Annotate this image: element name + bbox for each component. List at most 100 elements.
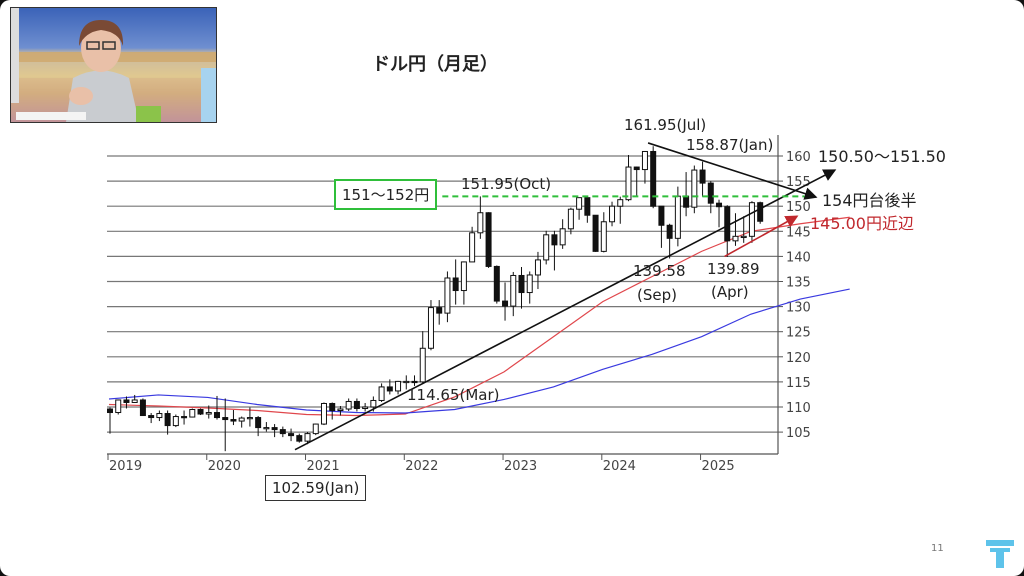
candle-up (732, 235, 739, 242)
candle-down (230, 419, 237, 422)
annotation-low-jan-box: 102.59(Jan) (265, 475, 367, 501)
candle-down (502, 300, 509, 307)
x-tick-label: 2019 (109, 459, 142, 474)
candle-up (543, 234, 550, 261)
candle-down (518, 274, 525, 294)
y-tick-label: 150 (786, 200, 811, 215)
candle-down (107, 408, 113, 414)
long-ma-line (108, 288, 850, 414)
page-number: 11 (931, 543, 944, 554)
candle-down (493, 265, 500, 302)
candle-down (436, 307, 443, 314)
brand-logo-icon (986, 540, 1014, 568)
candle-up (362, 406, 369, 410)
candle-down (650, 150, 657, 207)
candle-down (164, 413, 171, 427)
candle-down (707, 182, 714, 204)
x-tick-label: 2020 (208, 459, 241, 474)
candle-up (345, 400, 352, 410)
candle-up (567, 208, 574, 230)
candle-down (724, 206, 731, 242)
candle-down (411, 380, 418, 384)
candle-up (534, 259, 541, 276)
y-tick-label: 130 (786, 301, 811, 316)
annotation-target-154: 154円台後半 (822, 191, 917, 210)
candle-down (683, 195, 690, 208)
candle-up (617, 199, 624, 207)
resistance-downtrend (647, 142, 818, 200)
candle-down (716, 202, 723, 208)
x-tick-label: 2025 (702, 459, 735, 474)
candle-down (197, 409, 204, 415)
y-tick-label: 110 (786, 401, 811, 416)
annotation-low-apr-month: (Apr) (711, 283, 749, 301)
y-tick-label: 115 (786, 376, 811, 391)
candle-up (691, 169, 698, 208)
candle-down (584, 197, 591, 216)
short-ma-line (108, 216, 850, 417)
x-tick-label: 2024 (603, 459, 636, 474)
annotation-low-apr-value: 139.89 (707, 260, 760, 278)
presenter-video-icon (11, 8, 216, 122)
candle-down (658, 205, 665, 226)
x-tick-label: 2021 (307, 459, 340, 474)
candle-down (255, 417, 262, 429)
candle-up (609, 205, 616, 223)
candle-up (304, 433, 311, 442)
candle-up (205, 412, 212, 415)
candle-up (246, 417, 253, 420)
x-tick-label: 2022 (405, 459, 438, 474)
candle-down (123, 399, 130, 403)
support-uptrend (294, 169, 837, 451)
annotation-high-jan: 158.87(Jan) (686, 136, 774, 154)
candle-up (625, 166, 632, 201)
y-tick-label: 160 (786, 150, 811, 165)
candle-up (477, 212, 484, 234)
y-tick-label: 105 (786, 426, 811, 441)
candle-down (271, 427, 278, 431)
candle-down (666, 224, 673, 239)
annotation-high-oct: 151.95(Oct) (461, 175, 552, 193)
candle-up (510, 274, 517, 307)
candle-up (427, 307, 434, 349)
candle-down (181, 416, 188, 419)
candle-down (353, 400, 360, 410)
candle-up (460, 261, 467, 292)
candle-down (296, 435, 303, 442)
presenter-webcam (10, 7, 217, 123)
candle-up (600, 221, 607, 252)
candle-up (403, 380, 410, 384)
slide-title: ドル円（月足） (372, 54, 498, 75)
candle-up (320, 402, 327, 425)
y-tick-label: 120 (786, 351, 811, 366)
candle-up (576, 197, 583, 210)
annotation-low-mar: 114.65(Mar) (407, 386, 500, 404)
candle-up (526, 274, 533, 294)
candle-up (189, 409, 196, 418)
zone-label-box: 151～152円 (334, 179, 438, 210)
candle-up (740, 235, 747, 239)
candle-down (288, 433, 295, 437)
candle-up (238, 417, 245, 422)
candle-up (115, 399, 122, 414)
candle-down (452, 277, 459, 292)
candle-up (444, 277, 451, 314)
candle-up (748, 202, 755, 237)
candle-up (172, 416, 179, 427)
candle-up (156, 413, 163, 419)
y-tick-label: 155 (786, 175, 811, 190)
candle-down (592, 214, 599, 252)
candle-up (263, 427, 270, 430)
candle-down (139, 399, 146, 417)
candle-up (131, 399, 138, 403)
y-tick-label: 145 (786, 225, 811, 240)
candle-up (674, 195, 681, 239)
annotation-high-jul: 161.95(Jul) (624, 116, 707, 134)
candle-down (386, 386, 393, 392)
y-tick-label: 125 (786, 326, 811, 341)
candle-up (419, 347, 426, 383)
candle-up (469, 232, 476, 263)
candle-down (485, 212, 492, 267)
